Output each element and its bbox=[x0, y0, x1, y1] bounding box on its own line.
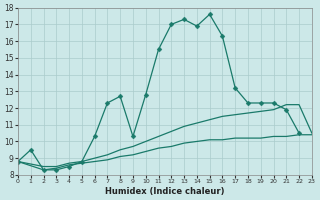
X-axis label: Humidex (Indice chaleur): Humidex (Indice chaleur) bbox=[105, 187, 225, 196]
